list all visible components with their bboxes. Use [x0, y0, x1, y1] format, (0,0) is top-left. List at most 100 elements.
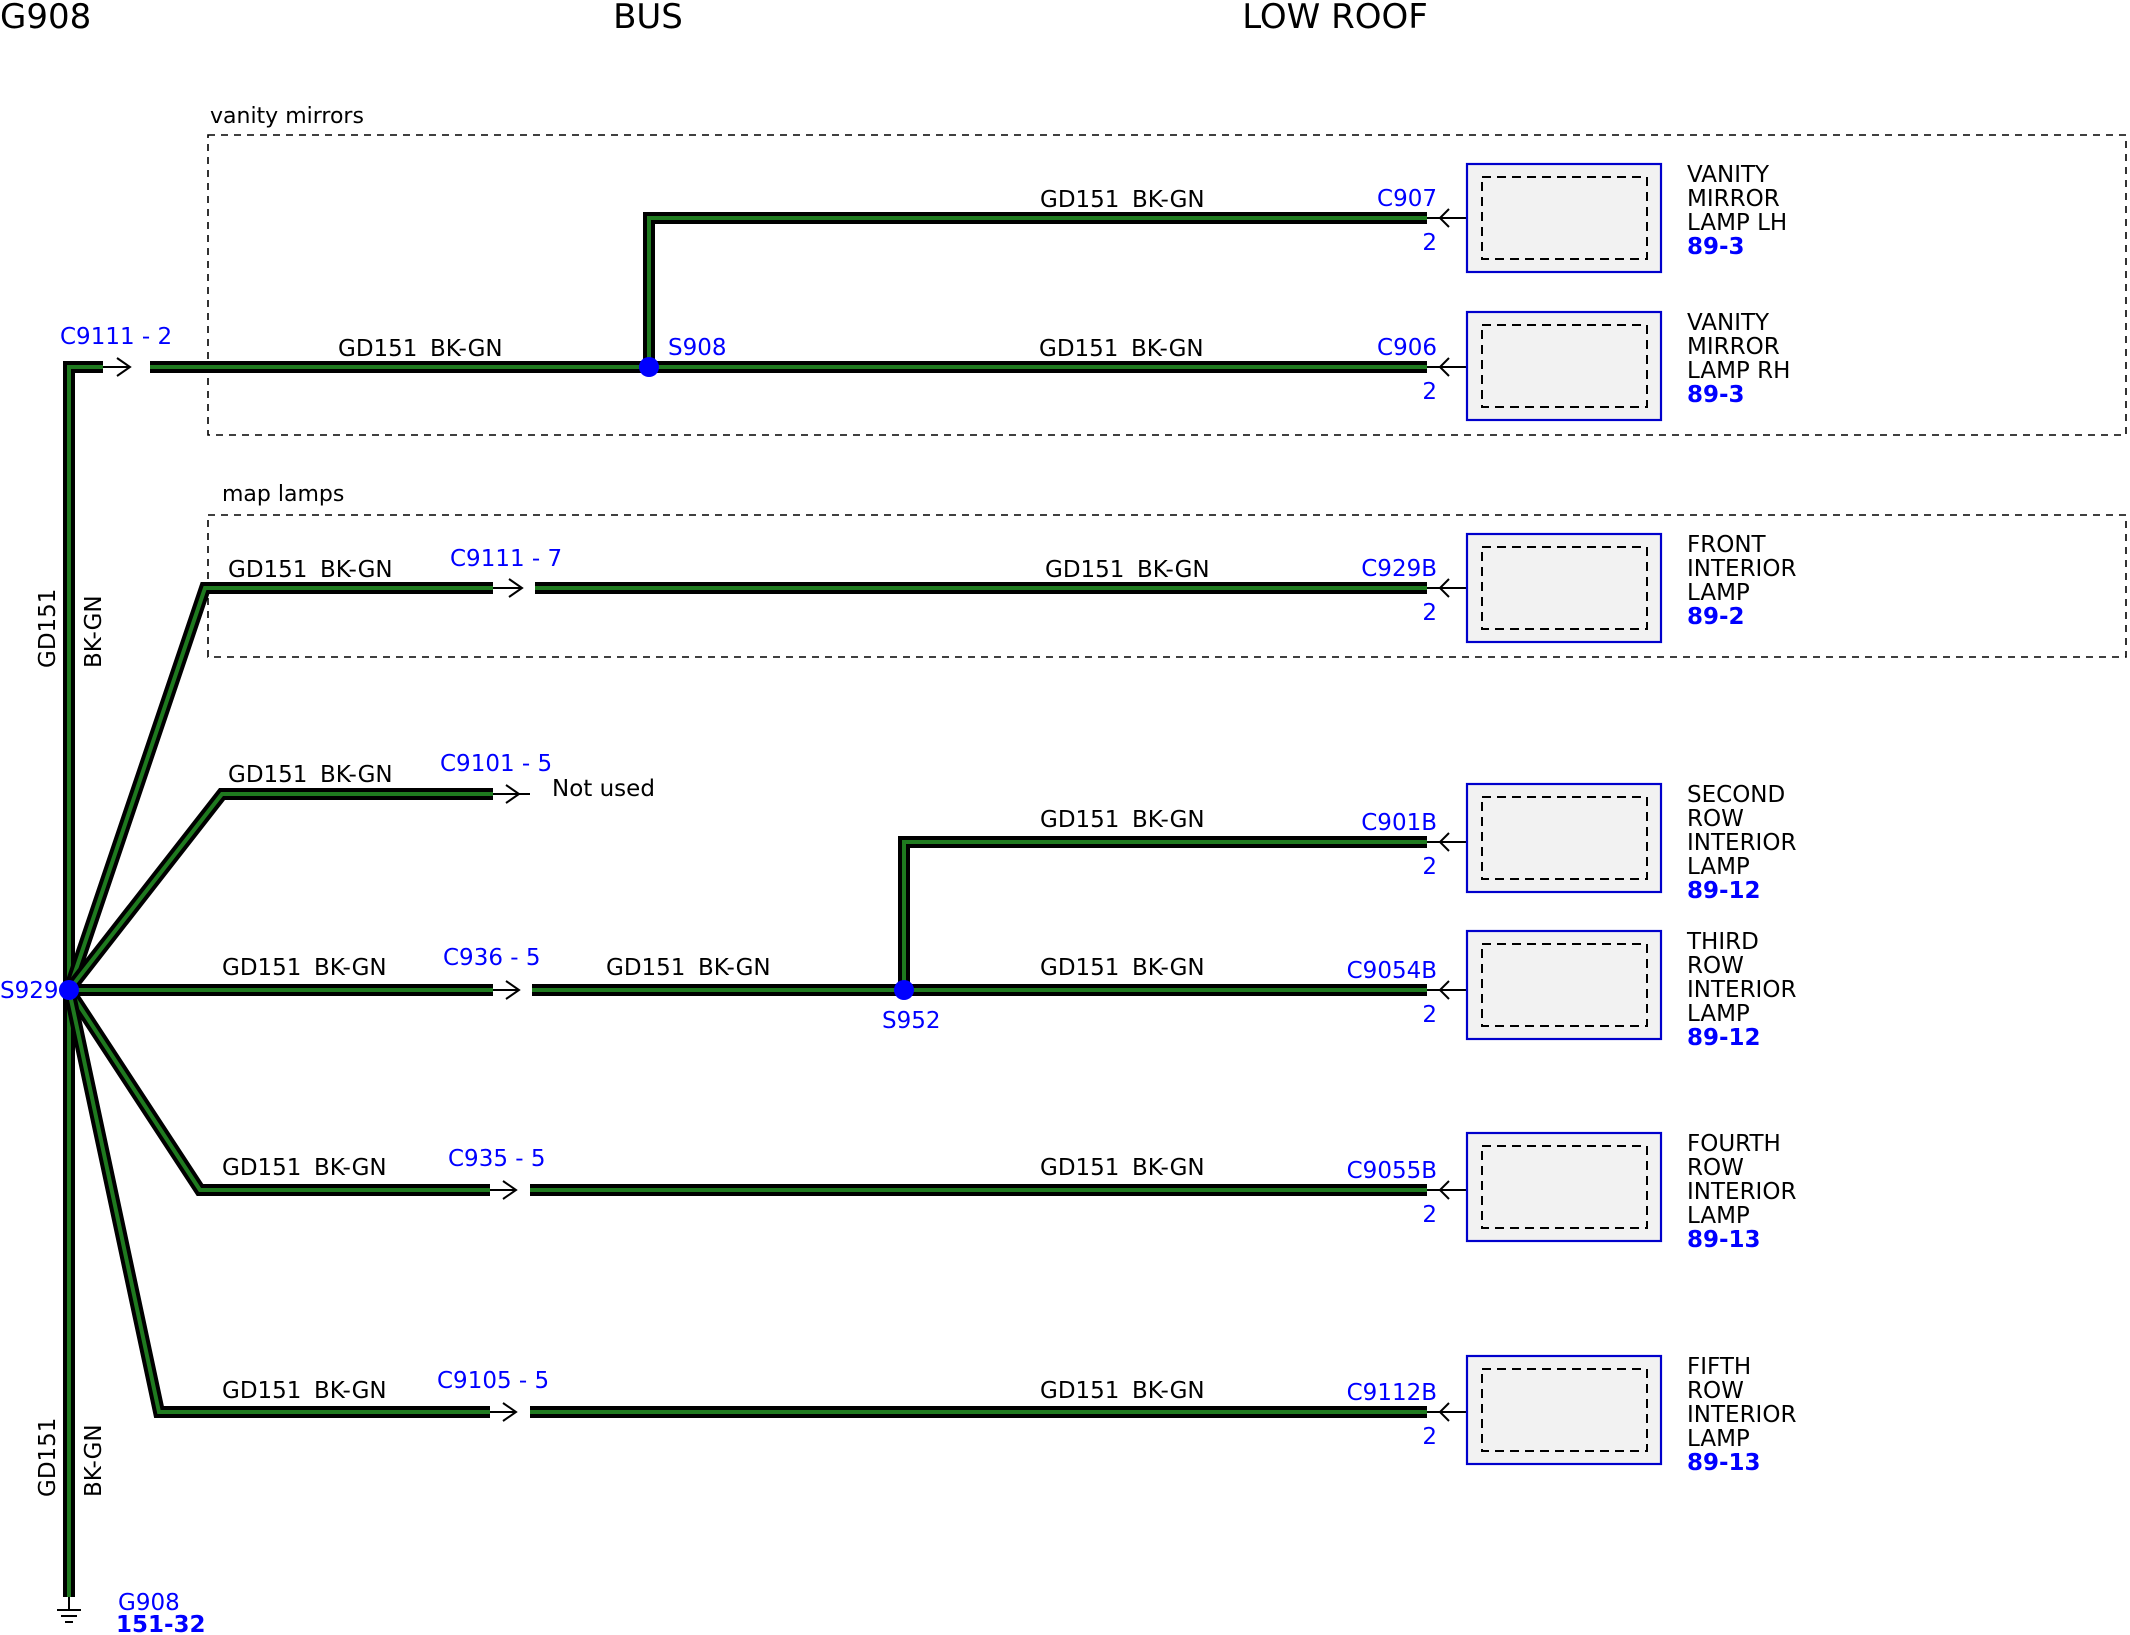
component-connector-label: C907 — [1377, 186, 1437, 212]
component-name-line: ROW — [1687, 1378, 1744, 1404]
c907-pin — [1427, 208, 1467, 228]
map-lamps-group-label: map lamps — [222, 482, 344, 507]
wire-label-circuit: GD151 — [606, 955, 685, 981]
ground-g908: G908 151-32 — [57, 1590, 206, 1635]
component-name-line: ROW — [1687, 806, 1744, 832]
component-box — [1465, 1354, 1663, 1466]
component-name-line: MIRROR — [1687, 334, 1780, 360]
c935-5-label: C935 - 5 — [448, 1146, 546, 1172]
component-inner-outline — [1481, 546, 1648, 630]
c9055b-pin — [1427, 1180, 1467, 1200]
component-name-line: VANITY — [1687, 162, 1770, 188]
inline-connector-symbols — [103, 357, 530, 1422]
component-pin-label: 2 — [1422, 379, 1437, 405]
component-inner-outline — [1481, 943, 1648, 1027]
component-connector-label: C9055B — [1347, 1158, 1437, 1184]
component-pin-label: 2 — [1422, 1002, 1437, 1028]
component-inner-outline — [1481, 324, 1648, 408]
s908-splice — [639, 357, 659, 377]
wire-label-color: BK-GN — [320, 557, 393, 583]
c935-5-symbol — [490, 1180, 518, 1200]
component-name-line: FIFTH — [1687, 1354, 1751, 1380]
component-pin-label: 2 — [1422, 854, 1437, 880]
wire-label-color: BK-GN — [1132, 1155, 1205, 1181]
c9111-7-symbol — [493, 578, 524, 598]
wire-label-circuit: GD151 — [222, 955, 301, 981]
ground-icon — [57, 1597, 81, 1623]
c9111-2-label: C9111 - 2 — [60, 324, 172, 350]
component-name-line: LAMP — [1687, 1426, 1750, 1452]
s929-splice — [59, 980, 79, 1000]
vanity-mirrors-group-label: vanity mirrors — [210, 104, 364, 129]
component-connector-label: C9054B — [1347, 958, 1437, 984]
component-page-ref: 89-12 — [1687, 878, 1761, 904]
s952-splice — [894, 980, 914, 1000]
component-pin-label: 2 — [1422, 600, 1437, 626]
component-connector-label: C929B — [1361, 556, 1437, 582]
component-name-line: INTERIOR — [1687, 830, 1796, 856]
s929-label: S929 — [0, 978, 59, 1004]
c9112b-pin — [1427, 1402, 1467, 1422]
wire-label-circuit: GD151 — [338, 336, 417, 362]
component-name-line: LAMP RH — [1687, 358, 1790, 384]
wire-label-circuit: GD151 — [228, 557, 307, 583]
wire-label-circuit: GD151 — [1040, 1378, 1119, 1404]
wire-label-color: BK-GN — [314, 955, 387, 981]
component-pin-label: 2 — [1422, 1202, 1437, 1228]
component-box — [1465, 532, 1663, 644]
c9101-5-symbol — [493, 784, 530, 804]
component-name-line: ROW — [1687, 1155, 1744, 1181]
component-name-line: FOURTH — [1687, 1131, 1781, 1157]
component-name-line: FRONT — [1687, 532, 1767, 558]
wire-label-color: BK-GN — [1132, 955, 1205, 981]
component-pin-label: 2 — [1422, 230, 1437, 256]
wire-label-color: BK-GN — [1132, 187, 1205, 213]
trunk-label-circuit: GD151 — [35, 1418, 61, 1497]
component-name-line: LAMP — [1687, 854, 1750, 880]
c9105-5-label: C9105 - 5 — [437, 1368, 549, 1394]
component-name-line: INTERIOR — [1687, 556, 1796, 582]
c9111-7-label: C9111 - 7 — [450, 546, 562, 572]
wire-labels: GD151 BK-GN GD151 BK-GN GD151 BK-GN GD15… — [222, 187, 1210, 1404]
wire-harness — [63, 212, 1427, 1597]
c9054b-pin — [1427, 980, 1467, 1000]
trunk-label-color: BK-GN — [81, 595, 107, 668]
wire-label-color: BK-GN — [1131, 336, 1204, 362]
component-page-ref: 89-3 — [1687, 382, 1745, 408]
trunk-label-color: BK-GN — [81, 1424, 107, 1497]
c936-5-symbol — [493, 980, 521, 1000]
c906-pin — [1427, 357, 1467, 377]
component-name-line: INTERIOR — [1687, 1402, 1796, 1428]
component-page-ref: 89-2 — [1687, 604, 1745, 630]
wire-label-circuit: GD151 — [1040, 187, 1119, 213]
wire-label-color: BK-GN — [1132, 807, 1205, 833]
s952-label: S952 — [882, 1008, 941, 1034]
wire-fifth-branch — [63, 988, 490, 1418]
component-page-ref: 89-12 — [1687, 1025, 1761, 1051]
wire-label-color: BK-GN — [314, 1155, 387, 1181]
component-name-line: LAMP — [1687, 580, 1750, 606]
wire-label-circuit: GD151 — [1040, 807, 1119, 833]
c9111-2-symbol — [103, 357, 132, 377]
wire-label-circuit: GD151 — [1040, 955, 1119, 981]
c936-5-label: C936 - 5 — [443, 945, 541, 971]
ground-name: G908 — [118, 1590, 180, 1616]
c9105-5-symbol — [490, 1402, 518, 1422]
component-box — [1465, 310, 1663, 422]
c9101-5-label: C9101 - 5 — [440, 751, 552, 777]
wire-label-circuit: GD151 — [222, 1378, 301, 1404]
component-connector-label: C901B — [1361, 810, 1437, 836]
component-name-line: ROW — [1687, 953, 1744, 979]
trunk-label-circuit: GD151 — [35, 589, 61, 668]
component-name-line: VANITY — [1687, 310, 1770, 336]
component-pin-symbols — [1427, 208, 1467, 1422]
component-page-ref: 89-13 — [1687, 1227, 1761, 1253]
wire-label-color: BK-GN — [320, 762, 393, 788]
component-box — [1465, 929, 1663, 1041]
